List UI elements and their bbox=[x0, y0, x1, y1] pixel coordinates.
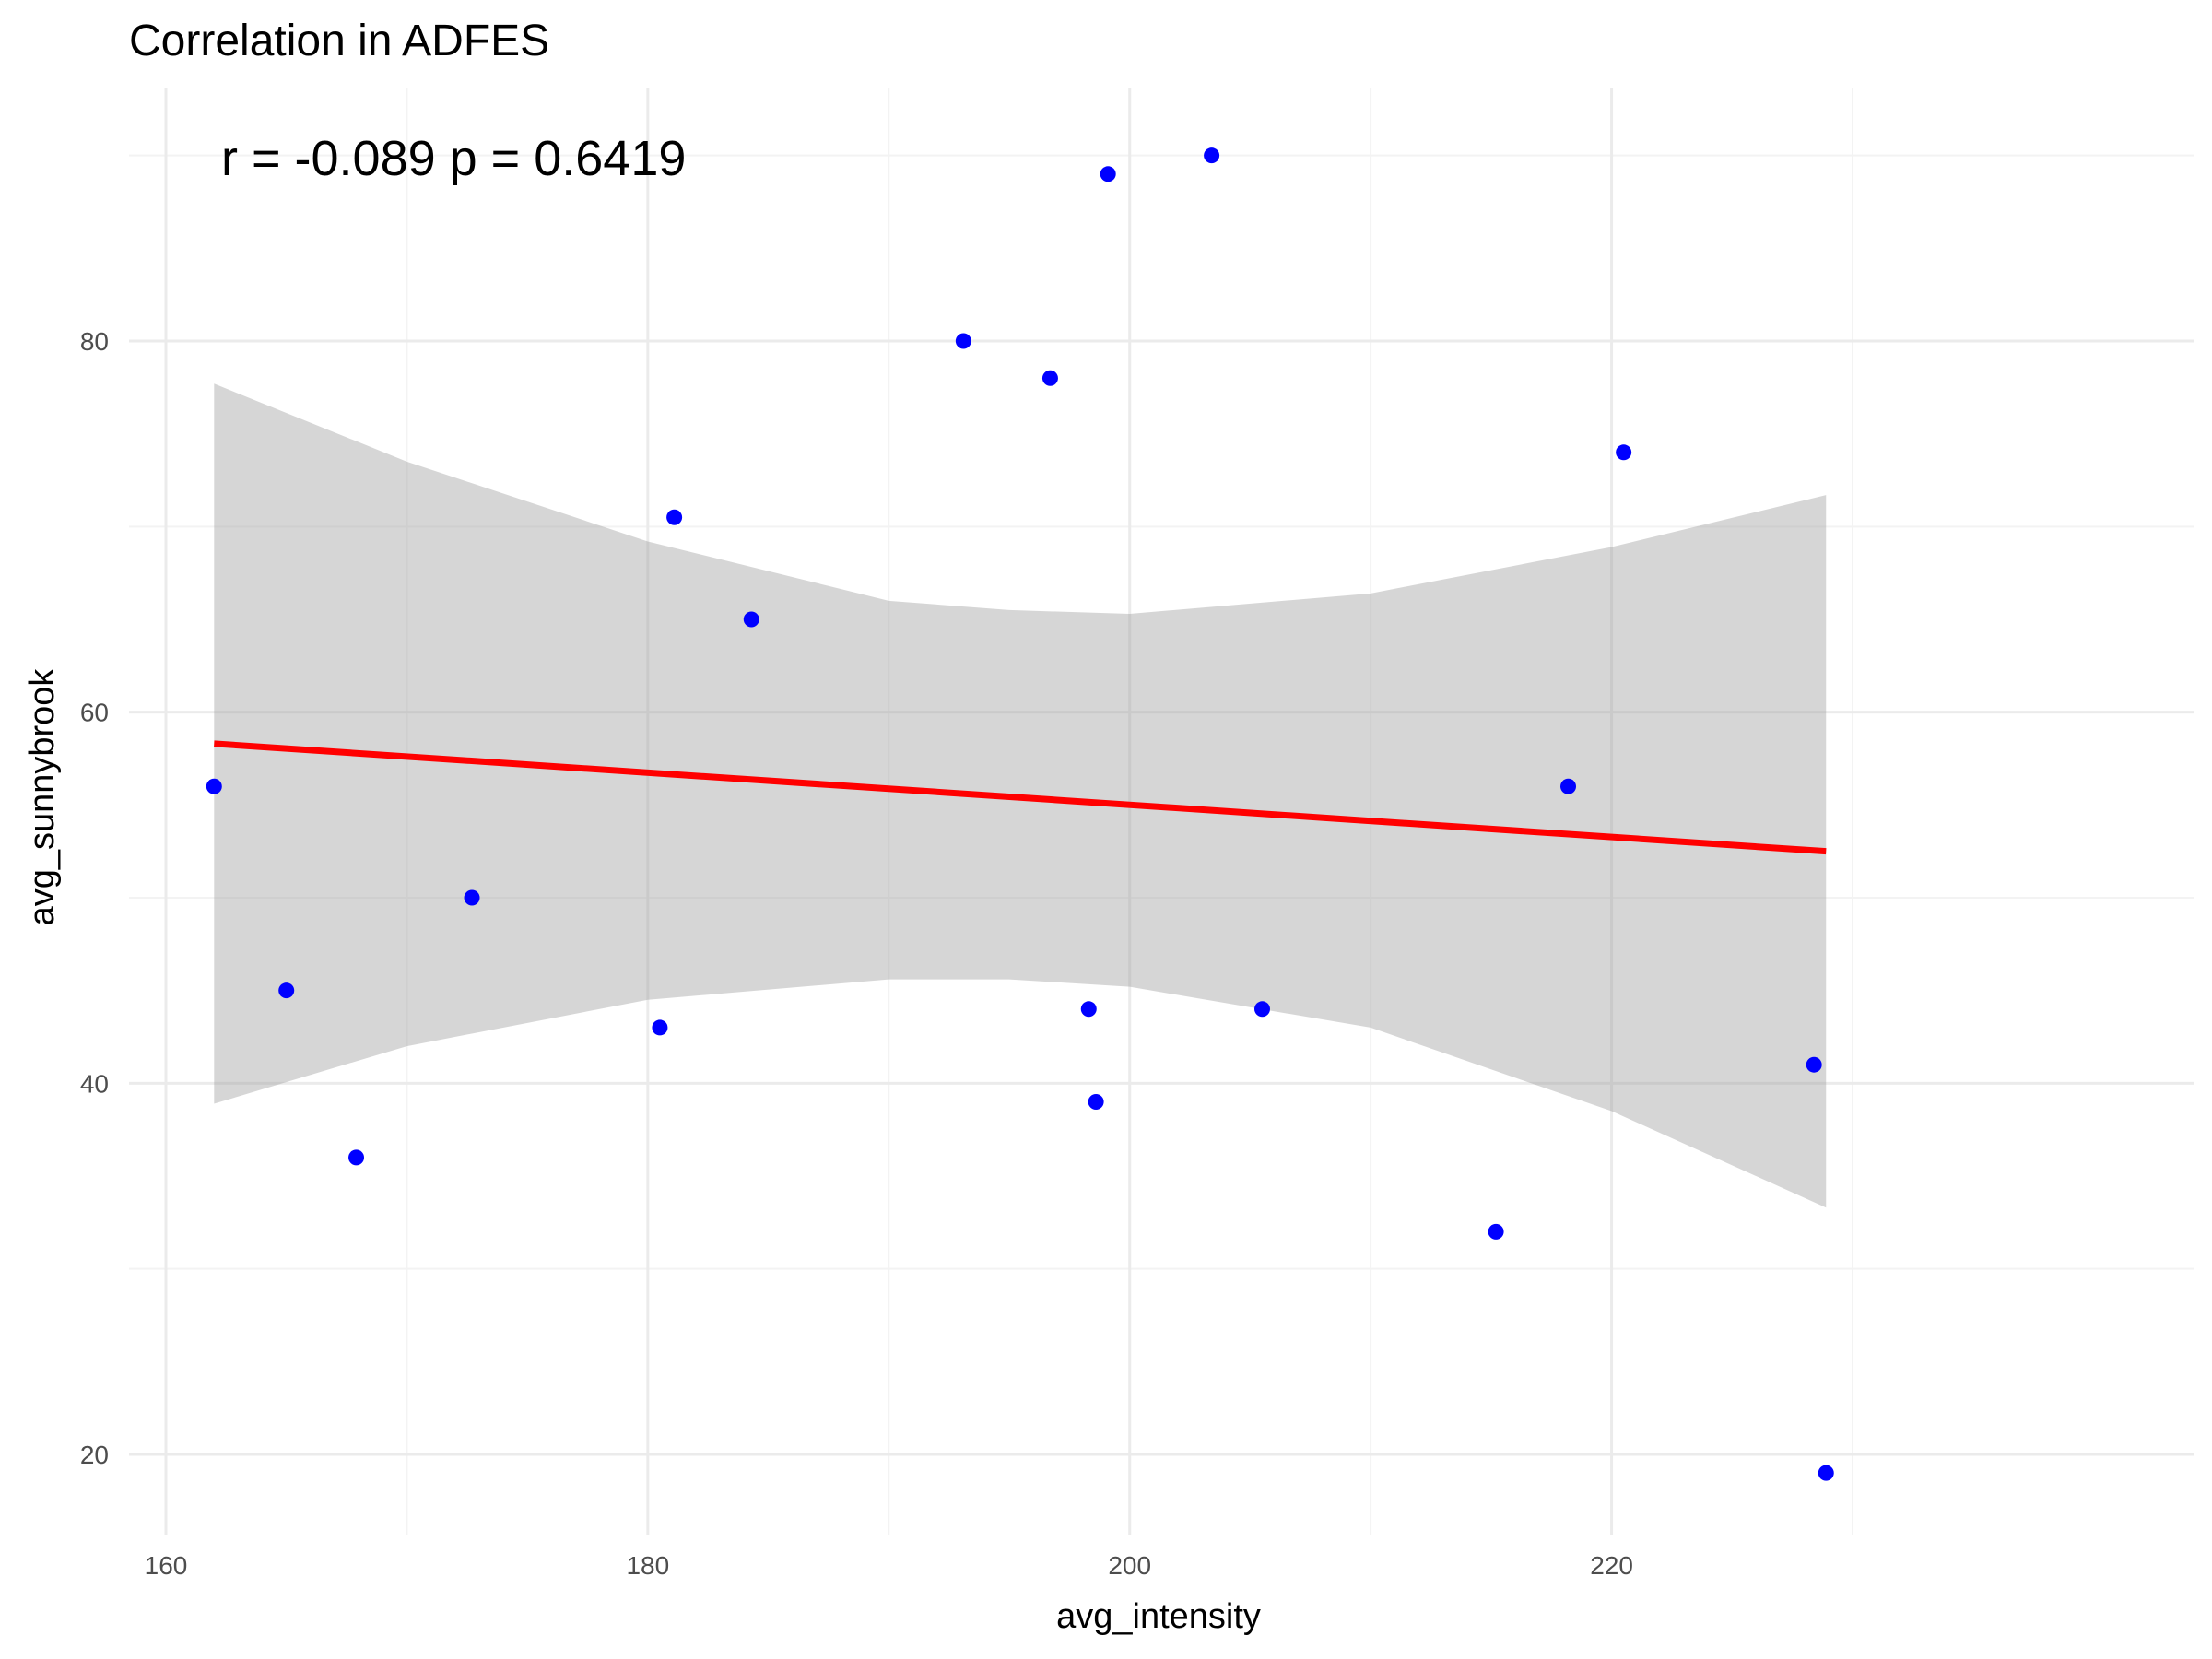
data-point bbox=[955, 333, 971, 349]
data-point bbox=[1488, 1223, 1504, 1240]
x-tick-label: 180 bbox=[626, 1551, 669, 1580]
y-tick-label: 80 bbox=[80, 327, 109, 356]
x-tick-label: 220 bbox=[1590, 1551, 1633, 1580]
data-point bbox=[1041, 370, 1058, 386]
regression-line bbox=[214, 740, 1827, 855]
y-tick-label: 60 bbox=[80, 699, 109, 727]
data-point bbox=[348, 1149, 365, 1166]
data-point bbox=[1204, 147, 1220, 164]
data-point bbox=[1254, 1001, 1270, 1018]
data-points bbox=[206, 147, 1834, 1481]
data-point bbox=[1080, 1001, 1097, 1018]
data-point bbox=[278, 982, 295, 999]
chart-title: Correlation in ADFES bbox=[129, 17, 549, 65]
data-point bbox=[1616, 444, 1632, 461]
grid-major bbox=[129, 88, 2194, 1535]
data-point bbox=[1560, 778, 1577, 794]
y-tick-labels: 20 40 60 80 bbox=[80, 327, 109, 1469]
data-point bbox=[666, 509, 683, 525]
x-tick-label: 160 bbox=[145, 1551, 188, 1580]
data-point bbox=[1818, 1465, 1834, 1481]
data-point bbox=[1806, 1056, 1822, 1073]
y-axis-title: avg_sunnybrook bbox=[23, 668, 62, 926]
x-tick-label: 200 bbox=[1108, 1551, 1151, 1580]
data-point bbox=[1100, 166, 1116, 182]
correlation-annotation: r = -0.089 p = 0.6419 bbox=[221, 131, 686, 186]
data-point bbox=[464, 889, 480, 906]
y-tick-label: 20 bbox=[80, 1441, 109, 1469]
data-point bbox=[652, 1019, 668, 1036]
x-tick-labels: 160 180 200 220 bbox=[145, 1551, 1633, 1580]
y-tick-label: 40 bbox=[80, 1069, 109, 1098]
data-point bbox=[1088, 1093, 1104, 1110]
data-point bbox=[206, 778, 222, 794]
x-axis-title: avg_intensity bbox=[1056, 1597, 1261, 1636]
data-point bbox=[743, 611, 759, 628]
